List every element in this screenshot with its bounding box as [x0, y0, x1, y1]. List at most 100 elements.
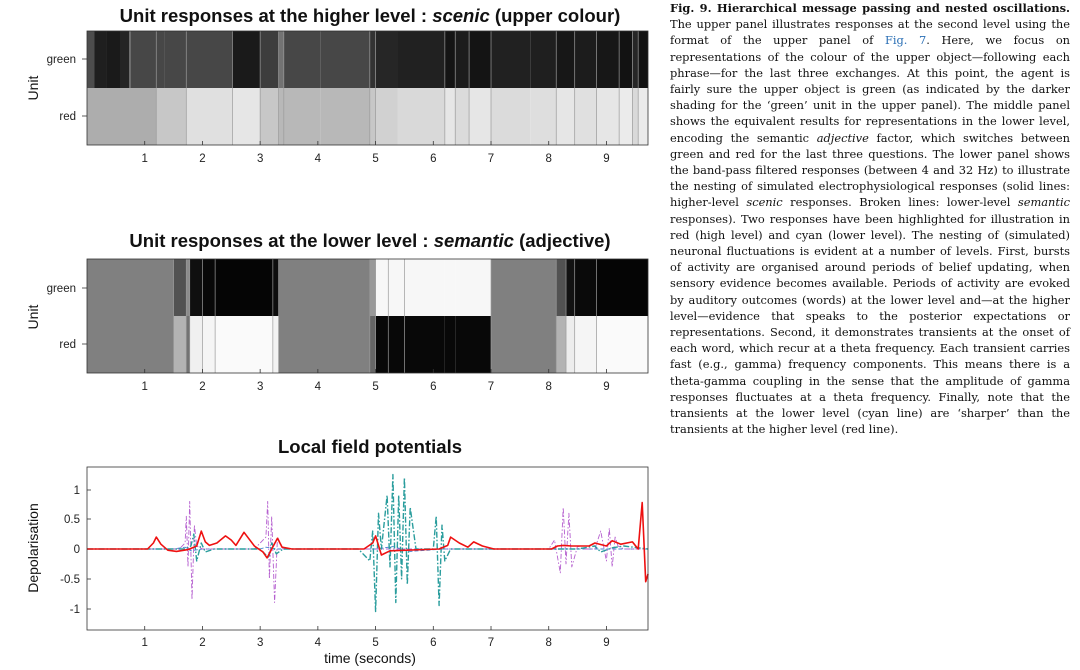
x-tick-label: 9: [603, 381, 609, 393]
heatmap-cell-green: [397, 31, 445, 88]
heatmap-cell-red: [186, 316, 190, 373]
heatmap-cell-green: [278, 31, 284, 88]
heatmap-cell-green: [120, 31, 130, 88]
caption-figure-link[interactable]: Fig. 7: [884, 33, 927, 48]
top-panel-ylabel: Unit: [25, 75, 41, 100]
heatmap-cell-green: [369, 259, 376, 316]
heatmap-cell-green: [369, 31, 376, 88]
x-tick-label: 3: [257, 153, 263, 165]
lfp-line-2: [87, 500, 648, 603]
heatmap-cell-red: [87, 316, 174, 373]
heatmap-cell-green: [202, 259, 216, 316]
middle-panel: Unit responses at the lower level : sema…: [25, 230, 649, 393]
x-tick-label: 1: [142, 153, 148, 165]
heatmap-cell-red: [397, 88, 445, 145]
heatmap-cell-green: [455, 31, 470, 88]
figure: Unit responses at the higher level : sce…: [25, 5, 649, 666]
heatmap-cell-red: [278, 88, 284, 145]
middle-panel-ylabel: Unit: [25, 304, 41, 329]
heatmap-cell-red: [444, 88, 456, 145]
x-tick-label: 6: [430, 153, 436, 165]
heatmap-cell-green: [375, 31, 398, 88]
lfp-line-1: [87, 473, 649, 613]
heatmap-cell-green: [320, 31, 370, 88]
lfp-line-0: [87, 501, 649, 583]
heatmap-cell-red: [444, 316, 456, 373]
x-tick-label: 2: [199, 153, 205, 165]
x-tick-label: 7: [488, 381, 494, 393]
x-tick-label: 6: [430, 637, 436, 649]
caption-figure-label: Fig. 9. Hierarchical message passing and…: [670, 1, 1070, 15]
x-tick-label: 8: [546, 637, 552, 649]
heatmap-cell-green: [574, 259, 597, 316]
x-tick-label: 4: [315, 637, 322, 649]
heatmap-cell-red: [556, 88, 575, 145]
caption-emphasis: scenic: [746, 195, 783, 210]
x-tick-label: 9: [603, 153, 609, 165]
x-tick-label: 9: [603, 637, 609, 649]
x-tick-label: 7: [488, 637, 494, 649]
x-tick-label: 6: [430, 381, 436, 393]
heatmap-cell-green: [173, 259, 187, 316]
caption-text: factor, which switches between green and…: [670, 130, 1070, 210]
top-row-label-green: green: [47, 54, 76, 66]
heatmap-cell-red: [375, 316, 405, 373]
middle-panel-title: Unit responses at the lower level : sema…: [129, 230, 610, 251]
heatmap-cell-green: [444, 31, 456, 88]
heatmap-cell-red: [186, 88, 233, 145]
heatmap-cell-red: [404, 316, 445, 373]
heatmap-cell-green: [444, 259, 456, 316]
heatmap-cell-green: [455, 259, 492, 316]
heatmap-cell-green: [491, 259, 557, 316]
heatmap-cell-green: [556, 259, 567, 316]
x-tick-label: 3: [257, 637, 263, 649]
heatmap-cell-red: [596, 88, 620, 145]
heatmap-cell-red: [260, 88, 279, 145]
top-x-ticks: 1 2 3 4 5 6 7 8 9: [142, 141, 610, 165]
heatmap-cell-green: [283, 31, 321, 88]
heatmap-cell-red: [283, 88, 321, 145]
lfp-y-ticks: 1 0.5 0 -0.5 -1: [60, 485, 91, 616]
lfp-series: [87, 473, 649, 613]
lfp-ytick-label: 0: [74, 544, 80, 556]
heatmap-cell-green: [189, 259, 203, 316]
heatmap-cell-green: [404, 259, 445, 316]
heatmap-cell-red: [638, 88, 648, 145]
x-tick-label: 2: [199, 381, 205, 393]
caption-emphasis: adjective: [816, 130, 869, 145]
heatmap-cell-red: [87, 88, 157, 145]
x-tick-label: 4: [315, 153, 322, 165]
top-panel-title: Unit responses at the higher level : sce…: [120, 5, 621, 26]
heatmap-cell-green: [87, 259, 174, 316]
x-tick-label: 1: [142, 637, 148, 649]
heatmap-cell-green: [469, 31, 492, 88]
lfp-ytick-label: 0.5: [64, 514, 80, 526]
heatmap-cell-red: [566, 316, 575, 373]
heatmap-cell-red: [189, 316, 203, 373]
heatmap-cell-green: [491, 31, 531, 88]
figure-caption: Fig. 9. Hierarchical message passing and…: [670, 0, 1070, 437]
heatmap-cell-green: [596, 31, 620, 88]
heatmap-cell-green: [186, 31, 233, 88]
heatmap-cell-green: [632, 31, 639, 88]
caption-text: responses). Two responses have been high…: [670, 211, 1070, 437]
heatmap-cell-green: [619, 31, 633, 88]
x-tick-label: 5: [372, 637, 378, 649]
lfp-panel: Local field potentials Depolarisation ti…: [25, 436, 649, 666]
x-tick-label: 5: [372, 153, 378, 165]
middle-axes-frame: [86, 258, 649, 374]
heatmap-cell-red: [215, 316, 273, 373]
heatmap-cell-red: [530, 88, 557, 145]
heatmap-cell-green: [186, 259, 190, 316]
top-heatmap: [87, 31, 648, 145]
x-tick-label: 7: [488, 153, 494, 165]
heatmap-cell-green: [574, 31, 597, 88]
heatmap-cell-red: [491, 88, 531, 145]
x-tick-label: 1: [142, 381, 148, 393]
heatmap-cell-green: [272, 259, 279, 316]
lfp-ytick-label: -1: [70, 604, 80, 616]
heatmap-cell-green: [278, 259, 370, 316]
x-tick-label: 8: [546, 381, 552, 393]
heatmap-cell-red: [619, 88, 633, 145]
heatmap-cell-red: [369, 88, 376, 145]
